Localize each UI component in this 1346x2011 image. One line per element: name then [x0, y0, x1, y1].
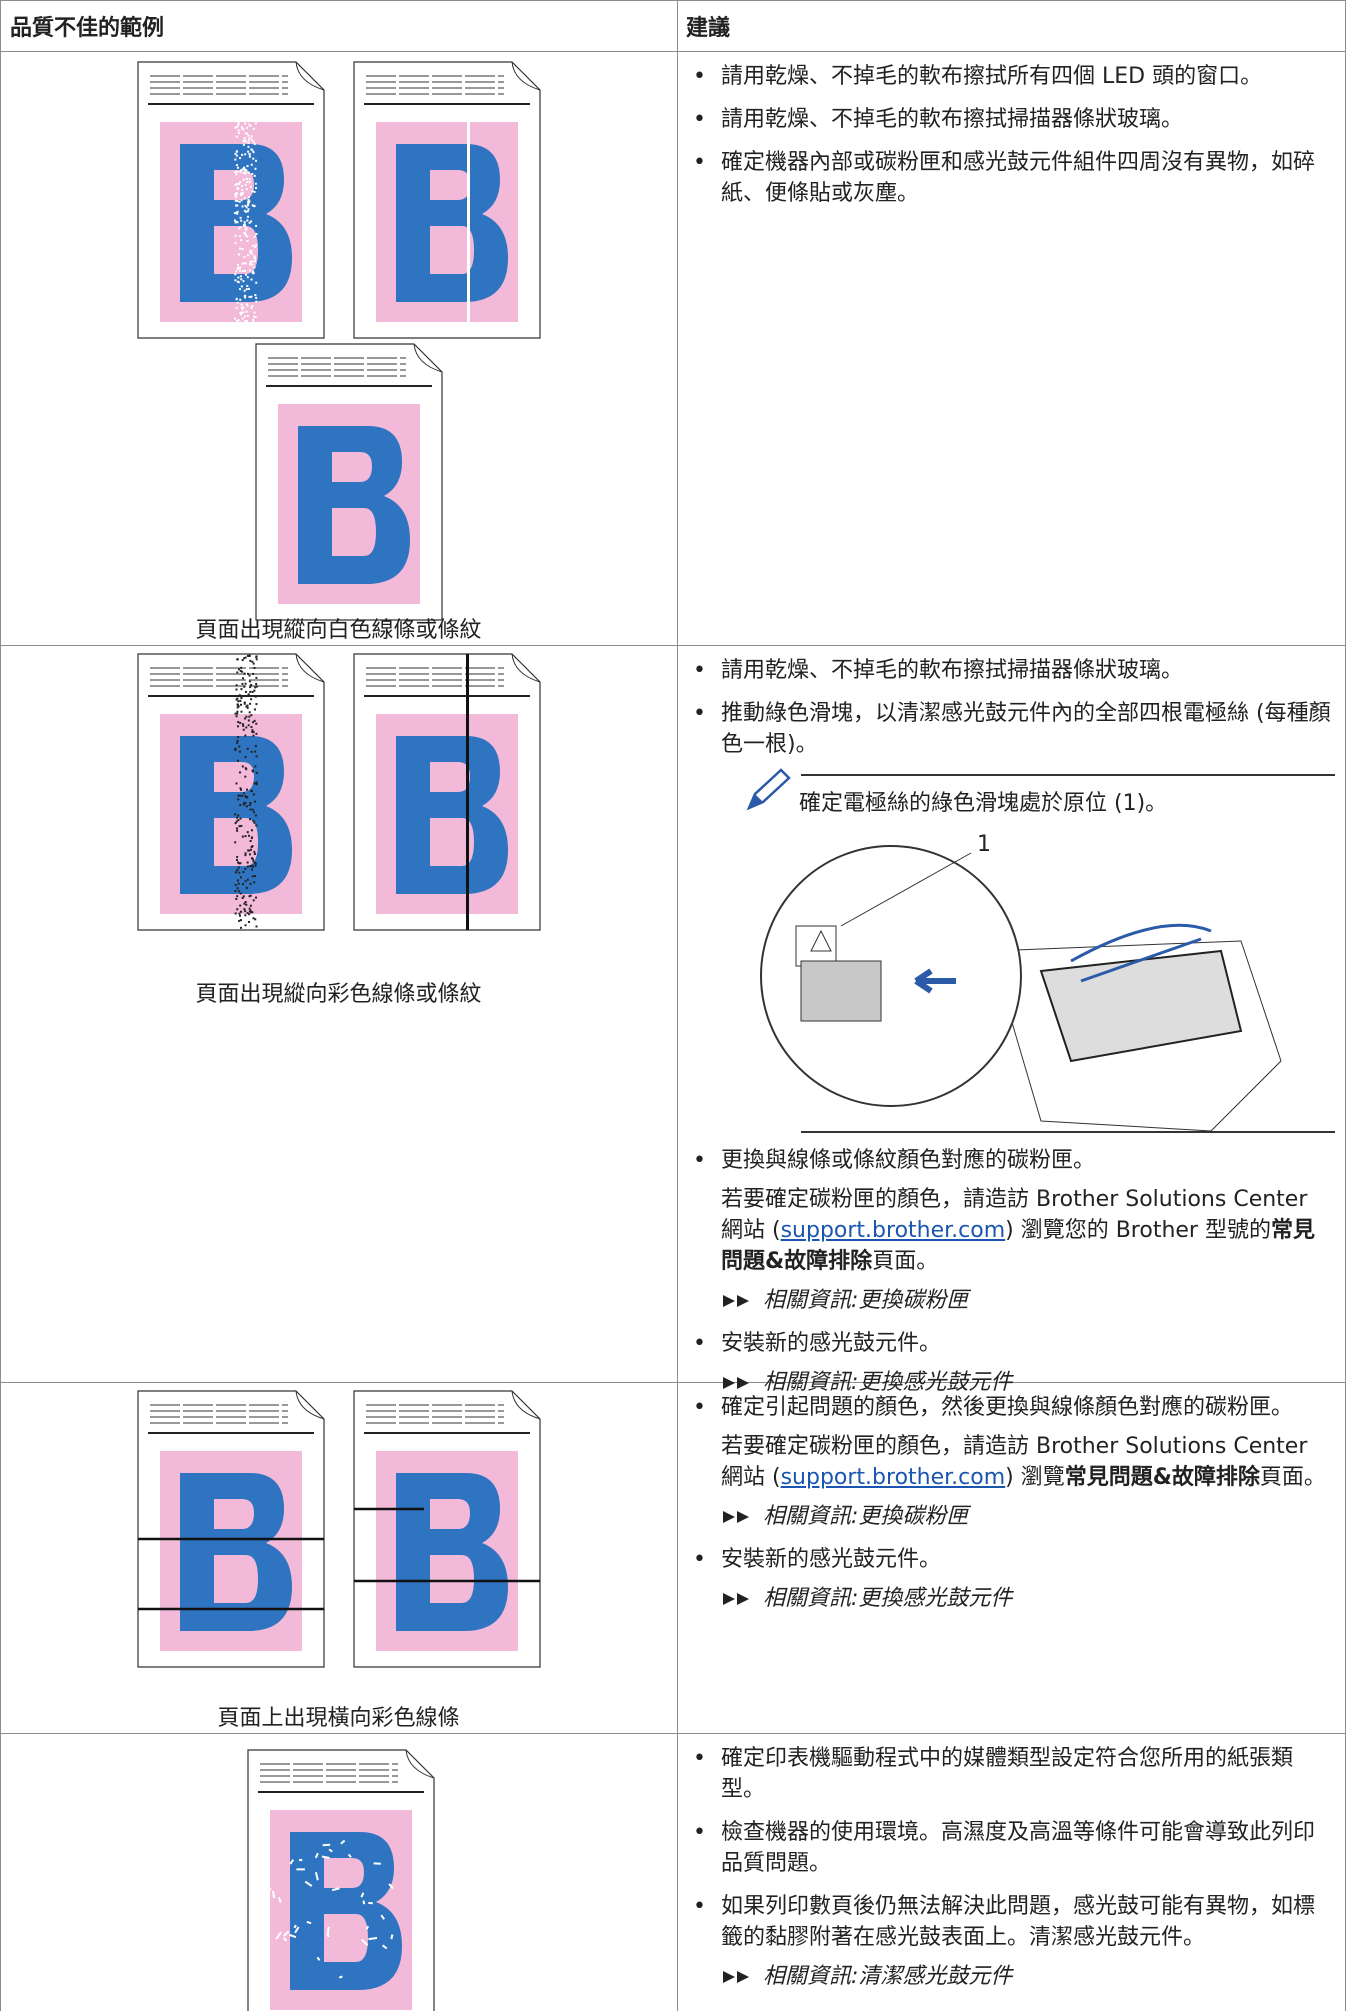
sample-page [137, 61, 325, 339]
recommendation-cell: • 請用乾燥、不掉毛的軟布擦拭掃描器條狀玻璃。 • 推動綠色滑塊，以清潔感光鼓元件內的… [685, 655, 1335, 1410]
bullet: • [693, 150, 706, 175]
bullet-text: 如果列印數頁後仍無法解決此問題，感光鼓可能有異物，如標籤的黏膠附著在感光鼓表面上… [721, 1894, 1316, 1950]
bold-text: 常見問題&故障排除 [1064, 1465, 1260, 1490]
rule [0, 1382, 1346, 1383]
recommendation-cell: • 確定印表機驅動程式中的媒體類型設定符合您所用的紙張類型。 • 檢查機器的使用環境。… [685, 1743, 1335, 2004]
arrow-icon [723, 1295, 749, 1307]
related: 相關資訊:更換碳粉匣 [721, 1501, 1335, 1532]
bullet-item: • 安裝新的感光鼓元件。相關資訊:更換感光鼓元件 [685, 1328, 1335, 1398]
arrow-icon [723, 1377, 749, 1389]
bullet-item: • 請用乾燥、不掉毛的軟布擦拭掃描器條狀玻璃。 [685, 655, 1335, 686]
detail: 若要確定碳粉匣的顏色，請造訪 Brother Solutions Center … [721, 1431, 1335, 1493]
caption: 頁面上出現橫向彩色線條 [217, 1706, 460, 1731]
bullet-text: 確定機器內部或碳粉匣和感光鼓元件組件四周沒有異物，如碎紙、便條貼或灰塵。 [721, 150, 1316, 206]
bullet-item: • 安裝新的感光鼓元件。相關資訊:更換感光鼓元件 [685, 1544, 1335, 1614]
rule [677, 0, 678, 2011]
bullet-text: 請用乾燥、不掉毛的軟布擦拭掃描器條狀玻璃。 [721, 658, 1184, 683]
pencil [746, 768, 791, 811]
bullet: • [693, 1395, 706, 1420]
text: 頁面。 [872, 1249, 939, 1274]
rule [0, 51, 1346, 52]
bullet-item: • 請用乾燥、不掉毛的軟布擦拭所有四個 LED 頭的窗口。 [685, 61, 1335, 92]
sample-page [255, 343, 443, 621]
pencil-icon [741, 768, 793, 821]
recommendation-cell: • 請用乾燥、不掉毛的軟布擦拭所有四個 LED 頭的窗口。 • 請用乾燥、不掉毛的軟布… [685, 61, 1335, 221]
caption: 頁面出現縱向彩色線條或條紋 [195, 982, 482, 1007]
related-link: 相關資訊:更換碳粉匣 [763, 1504, 969, 1529]
header-cell: 品質不佳的範例 [10, 16, 165, 41]
bullet-item: • 推動綠色滑塊，以清潔感光鼓元件內的全部四根電極絲 (每種顏色一根)。確定電極絲… [685, 698, 1335, 1133]
bullet-item: • 確定引起問題的顏色，然後更換與線條顏色對應的碳粉匣。若要確定碳粉匣的顏色，請造… [685, 1392, 1335, 1532]
text: 頁面。 [1259, 1465, 1326, 1490]
related: 相關資訊:清潔感光鼓元件 [721, 1961, 1335, 1992]
text: 若要確定碳粉匣的顏色，請造訪 Brother Solutions Center … [721, 1434, 1308, 1490]
caption: 頁面出現縱向白色線條或條紋 [195, 618, 482, 643]
related-link: 相關資訊:清潔感光鼓元件 [763, 1964, 1013, 1989]
note-row: 確定電極絲的綠色滑塊處於原位 (1)。 [741, 768, 1335, 821]
sample-page [353, 1390, 541, 1668]
related: 相關資訊:更換感光鼓元件 [721, 1583, 1335, 1614]
sample-page [137, 653, 325, 931]
bullet: • [693, 1547, 706, 1572]
bold-text: 常見問題&故障排除 [721, 1218, 1315, 1274]
bullet: • [693, 1894, 706, 1919]
bullet-item: • 更換與線條或條紋顏色對應的碳粉匣。若要確定碳粉匣的顏色，請造訪 Brother… [685, 1145, 1335, 1316]
rule [0, 1733, 1346, 1734]
arrow-icon [723, 1593, 749, 1605]
bullet: • [693, 658, 706, 683]
detail: 若要確定碳粉匣的顏色，請造訪 Brother Solutions Center … [721, 1184, 1335, 1277]
bullet-text: 推動綠色滑塊，以清潔感光鼓元件內的全部四根電極絲 (每種顏色一根)。 [721, 701, 1331, 757]
rule [0, 0, 1, 2011]
bullet-item: • 請用乾燥、不掉毛的軟布擦拭掃描器條狀玻璃。 [685, 104, 1335, 135]
note-text: 確定電極絲的綠色滑塊處於原位 (1)。 [799, 791, 1168, 816]
bullet-text: 更換與線條或條紋顏色對應的碳粉匣。 [721, 1148, 1096, 1173]
bullet: • [693, 701, 706, 726]
sample-page [353, 61, 541, 339]
bullet-text: 安裝新的感光鼓元件。 [721, 1331, 942, 1356]
bullet-text: 檢查機器的使用環境。高濕度及高溫等條件可能會導致此列印品質問題。 [721, 1820, 1316, 1876]
bullet: • [693, 1148, 706, 1173]
figure: 1 [741, 831, 1335, 1132]
bullet-item: • 檢查機器的使用環境。高濕度及高溫等條件可能會導致此列印品質問題。 [685, 1817, 1335, 1879]
arrow-icon [723, 1971, 749, 1983]
bullet-text: 請用乾燥、不掉毛的軟布擦拭掃描器條狀玻璃。 [721, 107, 1184, 132]
related-link: 相關資訊:更換感光鼓元件 [763, 1370, 1013, 1395]
arrow-icon [723, 1511, 749, 1523]
bullet-text: 安裝新的感光鼓元件。 [721, 1547, 942, 1572]
bullet-item: • 如果列印數頁後仍無法解決此問題，感光鼓可能有異物，如標籤的黏膠附著在感光鼓表面… [685, 1891, 1335, 1992]
rule [0, 0, 1346, 1]
bullet: • [693, 1820, 706, 1845]
bullet: • [693, 107, 706, 132]
link[interactable]: support.brother.com [780, 1465, 1006, 1490]
related-link: 相關資訊:更換感光鼓元件 [763, 1586, 1013, 1611]
bullet: • [693, 1746, 706, 1771]
text: 若要確定碳粉匣的顏色，請造訪 Brother Solutions Center … [721, 1187, 1308, 1243]
bullet-text: 確定引起問題的顏色，然後更換與線條顏色對應的碳粉匣。 [721, 1395, 1294, 1420]
drum-figure [760, 845, 1282, 1132]
callout: 1 [977, 832, 991, 857]
bullet-text: 請用乾燥、不掉毛的軟布擦拭所有四個 LED 頭的窗口。 [721, 64, 1263, 89]
text: ) 瀏覽您的 Brother 型號的 [1005, 1218, 1271, 1243]
bullet: • [693, 64, 706, 89]
header-cell: 建議 [686, 16, 731, 41]
bullet: • [693, 1331, 706, 1356]
bullet-item: • 確定印表機驅動程式中的媒體類型設定符合您所用的紙張類型。 [685, 1743, 1335, 1805]
rule [801, 1131, 1335, 1133]
sample-page [353, 653, 541, 931]
related: 相關資訊:更換碳粉匣 [721, 1285, 1335, 1316]
sample-page [137, 1390, 325, 1668]
sample-page [247, 1749, 435, 2011]
note: 確定電極絲的綠色滑塊處於原位 (1)。 1 [741, 768, 1335, 1133]
link[interactable]: support.brother.com [780, 1218, 1006, 1243]
text: ) 瀏覽 [1005, 1465, 1065, 1490]
bullet-text: 確定印表機驅動程式中的媒體類型設定符合您所用的紙張類型。 [721, 1746, 1294, 1802]
illustrations [137, 61, 541, 2011]
related-link: 相關資訊:更換碳粉匣 [763, 1288, 969, 1313]
rule [0, 645, 1346, 646]
related: 相關資訊:更換感光鼓元件 [721, 1367, 1335, 1398]
recommendation-cell: • 確定引起問題的顏色，然後更換與線條顏色對應的碳粉匣。若要確定碳粉匣的顏色，請造… [685, 1392, 1335, 1626]
rule [801, 774, 1335, 776]
bullet-item: • 確定機器內部或碳粉匣和感光鼓元件組件四周沒有異物，如碎紙、便條貼或灰塵。 [685, 147, 1335, 209]
